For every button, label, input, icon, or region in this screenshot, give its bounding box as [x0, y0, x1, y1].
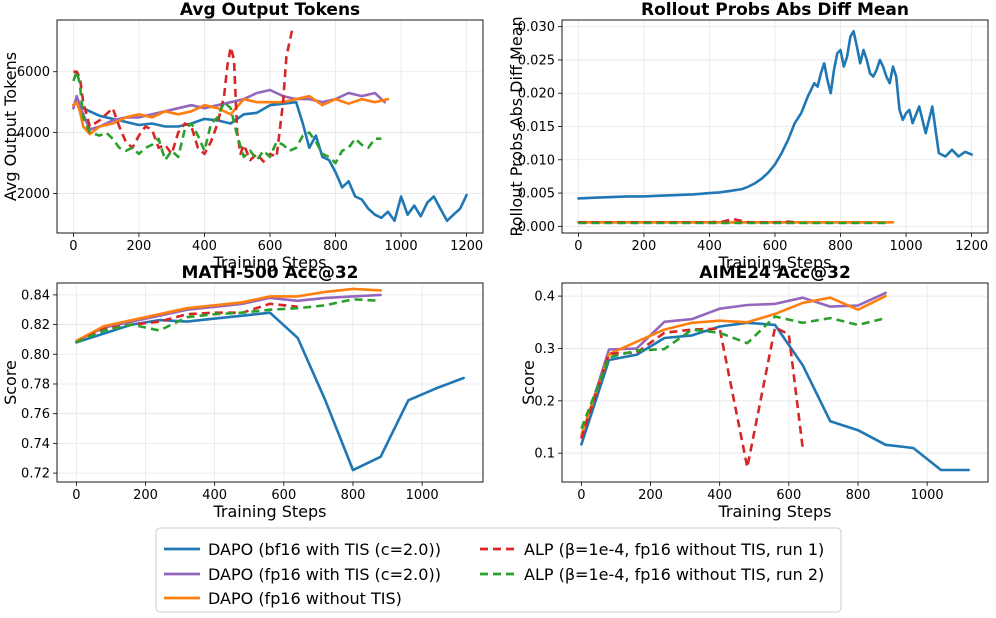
y-tick-label: 0.010 [518, 153, 555, 168]
y-tick-label: 0.76 [21, 407, 50, 422]
y-tick-label: 0.4 [534, 290, 555, 305]
y-tick-label: 0.025 [518, 53, 555, 68]
y-tick-label: 0.72 [21, 467, 50, 482]
x-tick-label: 600 [271, 488, 296, 503]
series-group [580, 291, 970, 472]
series-group [72, 25, 468, 223]
series-line-fp16_no_tis [580, 294, 887, 437]
y-tick-label: 6000 [17, 65, 50, 80]
series-line-fp16_tis [580, 291, 887, 439]
series-line-fp16_tis [75, 293, 382, 343]
y-tick-label: 0.82 [21, 318, 50, 333]
plot-frame [561, 282, 989, 483]
y-tick-label: 0.80 [21, 348, 50, 363]
x-tick-label: 600 [258, 239, 283, 254]
x-axis-label: Training Steps [213, 502, 327, 521]
series-line-bf16_tis [580, 321, 970, 472]
series-line-bf16_tis [577, 29, 973, 200]
x-tick-label: 1000 [890, 239, 923, 254]
x-tick-label: 0 [69, 239, 77, 254]
legend-label-alp_run2: ALP (β=1e-4, fp16 without TIS, run 2) [524, 565, 824, 584]
series-line-fp16_no_tis [75, 287, 382, 343]
chart-title: AIME24 Acc@32 [699, 263, 851, 283]
legend-frame [155, 527, 842, 613]
y-tick-label: 2000 [17, 187, 50, 202]
series-group [577, 29, 973, 225]
series-line-bf16_tis [75, 311, 465, 472]
y-tick-label: 0.000 [518, 220, 555, 235]
y-tick-label: 0.84 [21, 288, 50, 303]
x-tick-label: 1200 [955, 239, 988, 254]
y-tick-label: 0.2 [534, 394, 555, 409]
y-tick-label: 0.030 [518, 20, 555, 35]
plot-frame [56, 19, 484, 234]
series-line-alp_run1 [73, 25, 295, 163]
legend-label-fp16_tis: DAPO (fp16 with TIS (c=2.0)) [208, 565, 441, 584]
series-line-bf16_tis [72, 100, 468, 223]
y-axis-label: Score [1, 360, 20, 405]
x-tick-label: 400 [697, 239, 722, 254]
x-tick-label: 1000 [385, 239, 418, 254]
y-tick-label: 4000 [17, 126, 50, 141]
y-tick-label: 0.020 [518, 87, 555, 102]
x-tick-label: 0 [574, 239, 582, 254]
panel-math500-acc32: 0 200 400 600 800 1000 0.72 0.74 0.76 0.78 0.80 0.8… [1, 263, 484, 521]
series-line-alp_run1 [580, 326, 804, 469]
legend-label-fp16_no_tis: DAPO (fp16 without TIS) [208, 589, 402, 608]
x-tick-label: 1000 [911, 488, 944, 503]
y-tick-label: 0.3 [534, 342, 555, 357]
x-tick-label: 1000 [406, 488, 439, 503]
y-axis-label: Avg Output Tokens [1, 52, 20, 201]
y-axis-label: Rollout Probs Abs Diff Mean [507, 16, 526, 236]
chart-title: Avg Output Tokens [180, 0, 360, 20]
x-tick-label: 400 [192, 239, 217, 254]
plot-frame [56, 282, 484, 483]
x-tick-label: 800 [846, 488, 871, 503]
x-tick-label: 200 [638, 488, 663, 503]
legend-label-alp_run1: ALP (β=1e-4, fp16 without TIS, run 1) [524, 540, 824, 559]
series-line-fp16_no_tis [72, 94, 390, 136]
y-axis-label: Score [519, 360, 538, 405]
chart-title: Rollout Probs Abs Diff Mean [641, 0, 909, 20]
x-tick-label: 800 [323, 239, 348, 254]
y-tick-label: 0.005 [518, 187, 555, 202]
panel-aime24-acc32: 0 200 400 600 800 1000 0.1 0.2 0.3 0.4 AIME24 Acc@… [519, 263, 989, 521]
plot-frame [561, 19, 989, 234]
y-tick-label: 0.78 [21, 377, 50, 392]
series-line-alp_run2 [580, 315, 886, 430]
x-tick-label: 800 [341, 488, 366, 503]
y-tick-label: 0.1 [534, 447, 555, 462]
series-group [75, 287, 465, 472]
chart-title: MATH-500 Acc@32 [181, 263, 358, 283]
y-tick-label: 0.74 [21, 437, 50, 452]
legend-label-bf16_tis: DAPO (bf16 with TIS (c=2.0)) [208, 540, 441, 559]
x-axis-label: Training Steps [718, 253, 832, 272]
x-tick-label: 200 [127, 239, 152, 254]
series-line-alp_run2 [72, 70, 382, 165]
x-tick-label: 0 [72, 488, 80, 503]
x-axis-label: Training Steps [718, 502, 832, 521]
x-tick-label: 0 [577, 488, 585, 503]
x-tick-label: 600 [776, 488, 801, 503]
x-tick-label: 200 [133, 488, 158, 503]
x-tick-label: 800 [828, 239, 853, 254]
panel-rollout-probs-abs-diff-mean: 0 200 400 600 800 1000 1200 0.000 0.005 0.010 0.01… [507, 0, 989, 272]
x-tick-label: 600 [763, 239, 788, 254]
x-axis-label: Training Steps [213, 253, 327, 272]
series-line-alp_run2 [75, 297, 381, 344]
y-tick-label: 0.015 [518, 120, 555, 135]
x-tick-label: 200 [632, 239, 657, 254]
x-tick-label: 400 [202, 488, 227, 503]
x-tick-label: 1200 [450, 239, 483, 254]
legend: DAPO (bf16 with TIS (c=2.0)) DAPO (fp16 w… [155, 527, 842, 613]
x-tick-label: 400 [707, 488, 732, 503]
